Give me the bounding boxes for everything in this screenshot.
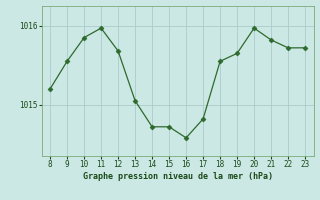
X-axis label: Graphe pression niveau de la mer (hPa): Graphe pression niveau de la mer (hPa)	[83, 172, 273, 181]
